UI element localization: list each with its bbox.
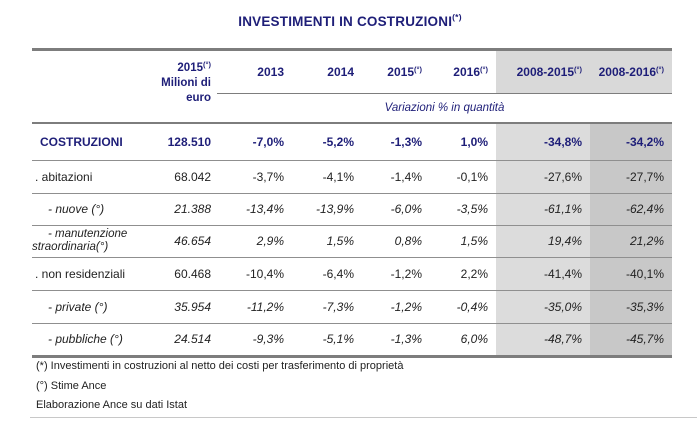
col-header-2016: 2016(°) (453, 65, 488, 79)
value-cell: -3,5% (430, 193, 496, 226)
value-cell: -7,0% (217, 123, 292, 161)
value-cell: -11,2% (217, 290, 292, 324)
value-cell: 35.954 (155, 290, 217, 324)
value-cell: -48,7% (496, 323, 590, 356)
value-cell: -1,3% (362, 123, 430, 161)
bottom-divider (30, 417, 697, 418)
row-label: - private (°) (48, 299, 108, 314)
value-cell: 46.654 (155, 225, 217, 258)
col-header-2015: 2015(°) (387, 65, 422, 79)
col-header-2008-2015: 2008-2015(°) (496, 49, 590, 94)
row-label: . abitazioni (35, 169, 93, 184)
footnotes: (*) Investimenti in costruzioni al netto… (36, 357, 403, 416)
col-header-2015-milioni: 2015(°) Milioni di euro (155, 49, 217, 124)
table-row-private: - private (°) 35.954 -11,2% -7,3% -1,2% … (32, 290, 672, 324)
value-cell: -62,4% (590, 193, 672, 226)
value-cell: -0,1% (430, 160, 496, 194)
value-cell: -35,3% (590, 290, 672, 324)
value-cell: 6,0% (460, 332, 488, 346)
value-cell: 1,0% (430, 123, 496, 161)
value-cell: 19,4% (496, 225, 590, 258)
col-header-2013: 2013 (257, 65, 284, 79)
table-header: 2015(°) Milioni di euro 2013 2014 2015(°… (32, 49, 672, 124)
row-label: - pubbliche (°) (48, 332, 123, 346)
value-cell: -1,4% (362, 160, 430, 194)
value-cell: -27,6% (496, 160, 590, 194)
value-cell: -27,7% (590, 160, 672, 194)
value-cell: 2,2% (430, 257, 496, 291)
table-row-nuove: - nuove (°) 21.388 -13,4% -13,9% -6,0% -… (32, 193, 672, 226)
value-cell: 21,2% (590, 225, 672, 258)
title-footnote-marker: (*) (452, 12, 462, 22)
table-row-manutenzione-straordinaria: - manutenzione straordinaria(°) 46.654 2… (32, 225, 672, 258)
source-note: Elaborazione Ance su dati Istat (36, 399, 188, 411)
value-cell: 24.514 (174, 332, 211, 346)
col-header-2014: 2014 (327, 65, 354, 79)
value-cell: -9,3% (252, 332, 284, 346)
value-cell: -3,7% (217, 160, 292, 194)
col-header-2008-2016: 2008-2016(°) (590, 49, 672, 94)
page-title: INVESTIMENTI IN COSTRUZIONI(*) (238, 12, 462, 29)
value-cell: 1,5% (292, 225, 362, 258)
caption-empty-cell (32, 93, 155, 124)
value-cell: 1,5% (430, 225, 496, 258)
value-cell: -34,2% (590, 123, 672, 161)
value-cell: 2,9% (217, 225, 292, 258)
value-cell: -6,0% (362, 193, 430, 226)
table-row-costruzioni: COSTRUZIONI 128.510 -7,0% -5,2% -1,3% 1,… (32, 123, 672, 161)
header-empty-cell (32, 50, 155, 94)
variation-caption-row: Variazioni % in quantità (32, 93, 672, 124)
value-cell: -13,9% (292, 193, 362, 226)
value-cell: -61,1% (496, 193, 590, 226)
table-row-pubbliche: - pubbliche (°) 24.514 -9,3% -5,1% -1,3%… (32, 323, 672, 356)
investments-table: 2015(°) Milioni di euro 2013 2014 2015(°… (32, 48, 672, 358)
value-cell: -7,3% (292, 290, 362, 324)
table-row-non-residenziali: . non residenziali 60.468 -10,4% -6,4% -… (32, 257, 672, 291)
row-label: - nuove (°) (48, 202, 105, 216)
value-cell: -0,4% (430, 290, 496, 324)
footnote-degree: (°) Stime Ance (36, 379, 107, 392)
variation-caption: Variazioni % in quantità (217, 93, 672, 124)
value-cell: -5,2% (292, 123, 362, 161)
table-body: COSTRUZIONI 128.510 -7,0% -5,2% -1,3% 1,… (32, 123, 672, 356)
row-label: . non residenziali (35, 266, 126, 281)
row-label-line2: straordinaria(°) (32, 241, 109, 253)
footnote-asterisk: (*) Investimenti in costruzioni al netto… (36, 360, 404, 372)
value-cell: -1,3% (390, 332, 422, 346)
value-cell: -45,7% (590, 323, 672, 356)
value-cell: -1,2% (362, 290, 430, 324)
value-cell: 128.510 (155, 123, 217, 161)
value-cell: -13,4% (217, 193, 292, 226)
value-cell: -35,0% (496, 290, 590, 324)
value-cell: -40,1% (590, 257, 672, 291)
value-cell: -34,8% (496, 123, 590, 161)
value-cell: -5,1% (322, 332, 354, 346)
value-cell: 21.388 (155, 193, 217, 226)
row-label: COSTRUZIONI (40, 134, 123, 149)
value-cell: 68.042 (155, 160, 217, 194)
value-cell: 0,8% (362, 225, 430, 258)
value-cell: 60.468 (155, 257, 217, 291)
value-cell: -4,1% (292, 160, 362, 194)
header-row: 2015(°) Milioni di euro 2013 2014 2015(°… (32, 49, 672, 124)
row-label: - manutenzione (48, 228, 128, 240)
value-cell: -41,4% (496, 257, 590, 291)
table-row-abitazioni: . abitazioni 68.042 -3,7% -4,1% -1,4% -0… (32, 160, 672, 194)
value-cell: -6,4% (292, 257, 362, 291)
value-cell: -10,4% (217, 257, 292, 291)
value-cell: -1,2% (362, 257, 430, 291)
